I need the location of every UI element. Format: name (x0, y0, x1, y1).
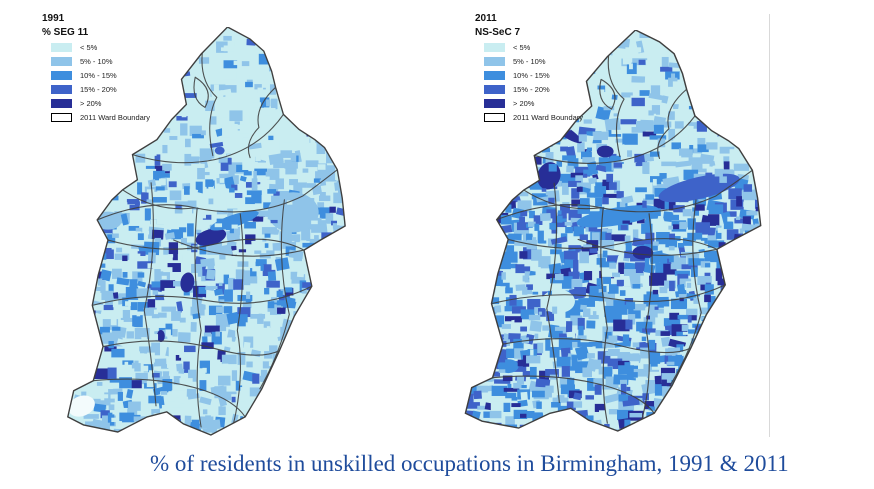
legend-label: < 5% (80, 42, 98, 52)
legend-item: 5% - 10% (42, 56, 150, 66)
legend-item-ward-boundary: 2011 Ward Boundary (475, 112, 583, 122)
legend-swatch-lt5 (51, 42, 72, 52)
legend-1991: 1991 % SEG 11 < 5% 5% - 10% 10% - 15% 15… (42, 13, 150, 126)
legend-swatch-5-10 (51, 56, 72, 66)
legend-label: 2011 Ward Boundary (80, 112, 151, 122)
legend-variable-name: % SEG 11 (42, 27, 89, 38)
legend-swatch-gt20 (484, 98, 505, 108)
legend-swatch-gt20 (51, 98, 72, 108)
map-year-title: 2011 (475, 13, 497, 24)
legend-label: 10% - 15% (80, 70, 117, 80)
legend-item: 10% - 15% (475, 70, 583, 80)
ward-boundary-swatch (484, 112, 505, 122)
legend-label: > 20% (513, 98, 535, 108)
legend-label: > 20% (80, 98, 102, 108)
legend-swatch-10-15 (51, 70, 72, 80)
legend-item: 5% - 10% (475, 56, 583, 66)
legend-swatch-15-20 (484, 84, 505, 94)
legend-label: < 5% (513, 42, 531, 52)
legend-item: < 5% (475, 42, 583, 52)
legend-label: 15% - 20% (80, 84, 117, 94)
legend-2011: 2011 NS-SeC 7 < 5% 5% - 10% 10% - 15% 15… (475, 13, 583, 126)
legend-swatch-15-20 (51, 84, 72, 94)
choropleth-map-1991 (67, 27, 346, 436)
legend-item: 15% - 20% (475, 84, 583, 94)
legend-item-ward-boundary: 2011 Ward Boundary (42, 112, 150, 122)
legend-item: 15% - 20% (42, 84, 150, 94)
legend-swatch-5-10 (484, 56, 505, 66)
legend-swatch-10-15 (484, 70, 505, 80)
legend-swatch-lt5 (484, 42, 505, 52)
choropleth-map-2011 (464, 30, 762, 432)
legend-variable-name: NS-SeC 7 (475, 27, 521, 38)
map-year-title: 1991 (42, 13, 65, 24)
legend-label: 5% - 10% (513, 56, 546, 66)
panel-divider-line (769, 14, 770, 437)
legend-label: 15% - 20% (513, 84, 550, 94)
legend-item: > 20% (475, 98, 583, 108)
legend-item: 10% - 15% (42, 70, 150, 80)
legend-label: 5% - 10% (80, 56, 113, 66)
ward-boundary-swatch (51, 112, 72, 122)
caption: % of residents in unskilled occupations … (150, 451, 789, 476)
legend-item: < 5% (42, 42, 150, 52)
legend-item: > 20% (42, 98, 150, 108)
legend-label: 2011 Ward Boundary (513, 112, 584, 122)
legend-label: 10% - 15% (513, 70, 550, 80)
